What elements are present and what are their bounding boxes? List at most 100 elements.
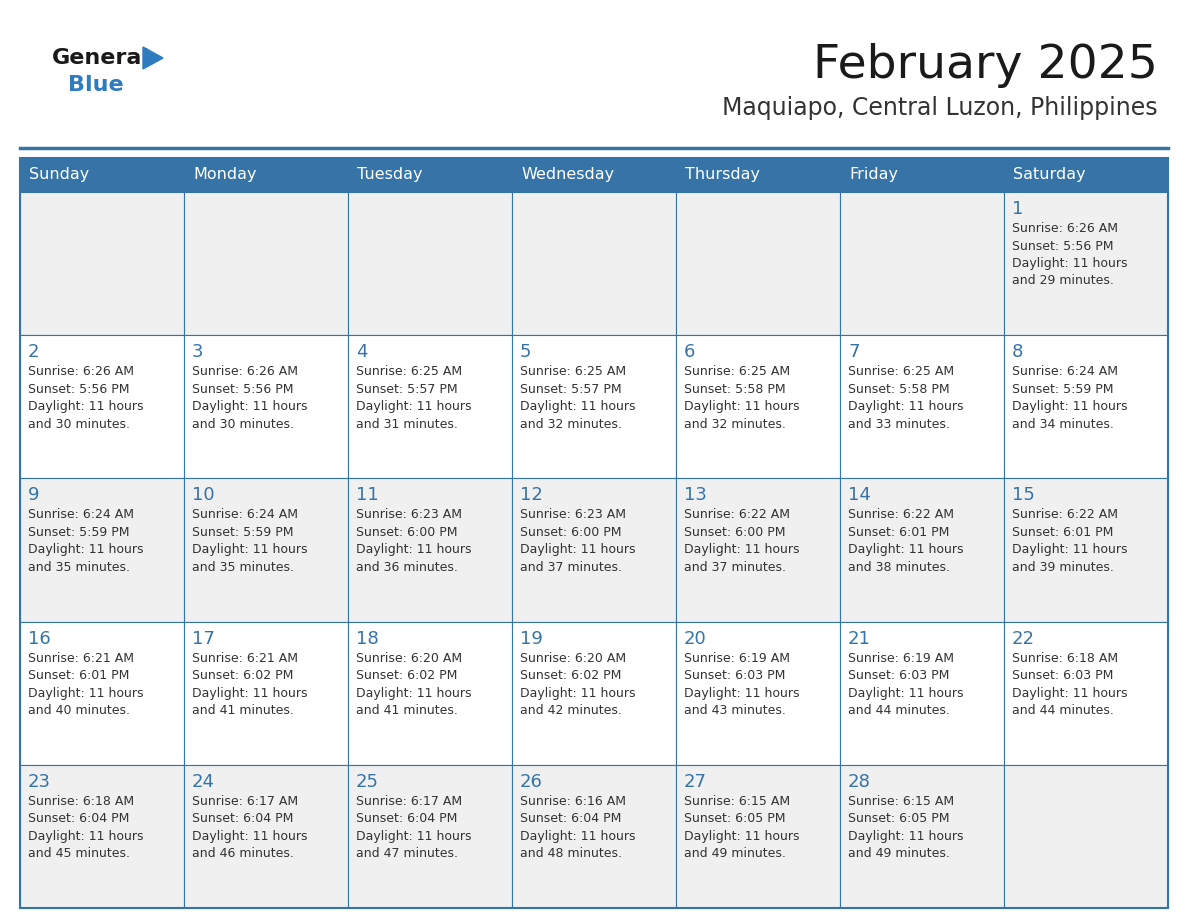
Bar (184, 335, 348, 478)
Text: and 35 minutes.: and 35 minutes. (29, 561, 129, 574)
Text: and 36 minutes.: and 36 minutes. (356, 561, 457, 574)
Bar (20, 335, 184, 478)
Text: and 35 minutes.: and 35 minutes. (192, 561, 293, 574)
Text: and 48 minutes.: and 48 minutes. (520, 847, 623, 860)
Text: Sunset: 5:57 PM: Sunset: 5:57 PM (520, 383, 621, 396)
Text: Daylight: 11 hours: Daylight: 11 hours (356, 400, 472, 413)
Text: 10: 10 (192, 487, 215, 504)
Text: Sunrise: 6:21 AM: Sunrise: 6:21 AM (192, 652, 298, 665)
Text: 22: 22 (1012, 630, 1035, 647)
Text: and 46 minutes.: and 46 minutes. (192, 847, 293, 860)
Text: and 39 minutes.: and 39 minutes. (1012, 561, 1114, 574)
Text: Daylight: 11 hours: Daylight: 11 hours (1012, 687, 1127, 700)
Text: and 30 minutes.: and 30 minutes. (192, 418, 293, 431)
Text: Sunset: 6:02 PM: Sunset: 6:02 PM (356, 669, 457, 682)
Text: Daylight: 11 hours: Daylight: 11 hours (29, 400, 144, 413)
Bar (676, 621, 840, 765)
Text: and 32 minutes.: and 32 minutes. (684, 418, 786, 431)
Polygon shape (143, 47, 163, 69)
Text: Daylight: 11 hours: Daylight: 11 hours (29, 830, 144, 843)
Text: Sunset: 6:05 PM: Sunset: 6:05 PM (848, 812, 949, 825)
Text: Sunset: 5:56 PM: Sunset: 5:56 PM (29, 383, 129, 396)
Text: Sunset: 5:59 PM: Sunset: 5:59 PM (29, 526, 129, 539)
Text: and 40 minutes.: and 40 minutes. (29, 704, 129, 717)
Text: Sunrise: 6:25 AM: Sunrise: 6:25 AM (848, 365, 954, 378)
Bar (512, 621, 676, 765)
Bar (20, 621, 184, 765)
Bar (348, 335, 512, 478)
Bar (348, 478, 512, 621)
Text: and 41 minutes.: and 41 minutes. (356, 704, 457, 717)
Text: Sunrise: 6:24 AM: Sunrise: 6:24 AM (192, 509, 298, 521)
Text: Daylight: 11 hours: Daylight: 11 hours (520, 400, 636, 413)
Text: Daylight: 11 hours: Daylight: 11 hours (1012, 257, 1127, 270)
Bar (840, 335, 1004, 478)
Text: Maquiapo, Central Luzon, Philippines: Maquiapo, Central Luzon, Philippines (722, 96, 1158, 120)
Bar (348, 621, 512, 765)
Text: Sunrise: 6:20 AM: Sunrise: 6:20 AM (520, 652, 626, 665)
Bar (840, 192, 1004, 335)
Text: 1: 1 (1012, 200, 1023, 218)
Text: and 44 minutes.: and 44 minutes. (848, 704, 950, 717)
Bar (1004, 192, 1168, 335)
Bar (184, 621, 348, 765)
Text: Daylight: 11 hours: Daylight: 11 hours (684, 687, 800, 700)
Text: Sunrise: 6:17 AM: Sunrise: 6:17 AM (356, 795, 462, 808)
Text: and 37 minutes.: and 37 minutes. (520, 561, 623, 574)
Text: Daylight: 11 hours: Daylight: 11 hours (29, 687, 144, 700)
Bar (512, 192, 676, 335)
Text: Daylight: 11 hours: Daylight: 11 hours (684, 830, 800, 843)
Bar (20, 192, 184, 335)
Text: Sunrise: 6:21 AM: Sunrise: 6:21 AM (29, 652, 134, 665)
Text: Daylight: 11 hours: Daylight: 11 hours (356, 687, 472, 700)
Text: Sunrise: 6:24 AM: Sunrise: 6:24 AM (29, 509, 134, 521)
Text: and 37 minutes.: and 37 minutes. (684, 561, 786, 574)
Text: Sunset: 6:03 PM: Sunset: 6:03 PM (848, 669, 949, 682)
Text: Sunset: 6:00 PM: Sunset: 6:00 PM (356, 526, 457, 539)
Text: and 42 minutes.: and 42 minutes. (520, 704, 621, 717)
Text: Sunset: 6:03 PM: Sunset: 6:03 PM (684, 669, 785, 682)
Text: and 30 minutes.: and 30 minutes. (29, 418, 129, 431)
Text: and 45 minutes.: and 45 minutes. (29, 847, 129, 860)
Text: Sunset: 6:04 PM: Sunset: 6:04 PM (356, 812, 457, 825)
Bar (512, 478, 676, 621)
Text: 23: 23 (29, 773, 51, 790)
Text: Sunset: 6:01 PM: Sunset: 6:01 PM (1012, 526, 1113, 539)
Text: and 44 minutes.: and 44 minutes. (1012, 704, 1114, 717)
Text: Sunrise: 6:25 AM: Sunrise: 6:25 AM (356, 365, 462, 378)
Text: Sunset: 5:58 PM: Sunset: 5:58 PM (848, 383, 949, 396)
Text: Sunset: 6:01 PM: Sunset: 6:01 PM (29, 669, 129, 682)
Text: Thursday: Thursday (685, 167, 760, 183)
Bar (1004, 621, 1168, 765)
Text: Sunrise: 6:19 AM: Sunrise: 6:19 AM (684, 652, 790, 665)
Text: Daylight: 11 hours: Daylight: 11 hours (356, 543, 472, 556)
Text: and 49 minutes.: and 49 minutes. (848, 847, 950, 860)
Text: 11: 11 (356, 487, 379, 504)
Text: Sunrise: 6:26 AM: Sunrise: 6:26 AM (192, 365, 298, 378)
Bar (20, 158, 1168, 908)
Text: and 32 minutes.: and 32 minutes. (520, 418, 621, 431)
Text: 3: 3 (192, 343, 203, 361)
Bar (676, 765, 840, 908)
Text: Sunrise: 6:22 AM: Sunrise: 6:22 AM (684, 509, 790, 521)
Text: 25: 25 (356, 773, 379, 790)
Text: Daylight: 11 hours: Daylight: 11 hours (520, 830, 636, 843)
Text: General: General (52, 48, 150, 68)
Text: 20: 20 (684, 630, 707, 647)
Bar (512, 765, 676, 908)
Text: Sunset: 5:58 PM: Sunset: 5:58 PM (684, 383, 785, 396)
Text: Sunrise: 6:18 AM: Sunrise: 6:18 AM (1012, 652, 1118, 665)
Text: and 47 minutes.: and 47 minutes. (356, 847, 459, 860)
Text: 17: 17 (192, 630, 215, 647)
Text: Sunset: 6:00 PM: Sunset: 6:00 PM (684, 526, 785, 539)
Text: Daylight: 11 hours: Daylight: 11 hours (848, 687, 963, 700)
Text: Daylight: 11 hours: Daylight: 11 hours (848, 830, 963, 843)
Text: Sunrise: 6:25 AM: Sunrise: 6:25 AM (520, 365, 626, 378)
Text: Daylight: 11 hours: Daylight: 11 hours (520, 687, 636, 700)
Text: Sunrise: 6:19 AM: Sunrise: 6:19 AM (848, 652, 954, 665)
Bar (676, 335, 840, 478)
Bar (20, 765, 184, 908)
Bar (1004, 765, 1168, 908)
Text: Saturday: Saturday (1013, 167, 1086, 183)
Text: Sunset: 5:56 PM: Sunset: 5:56 PM (1012, 240, 1113, 252)
